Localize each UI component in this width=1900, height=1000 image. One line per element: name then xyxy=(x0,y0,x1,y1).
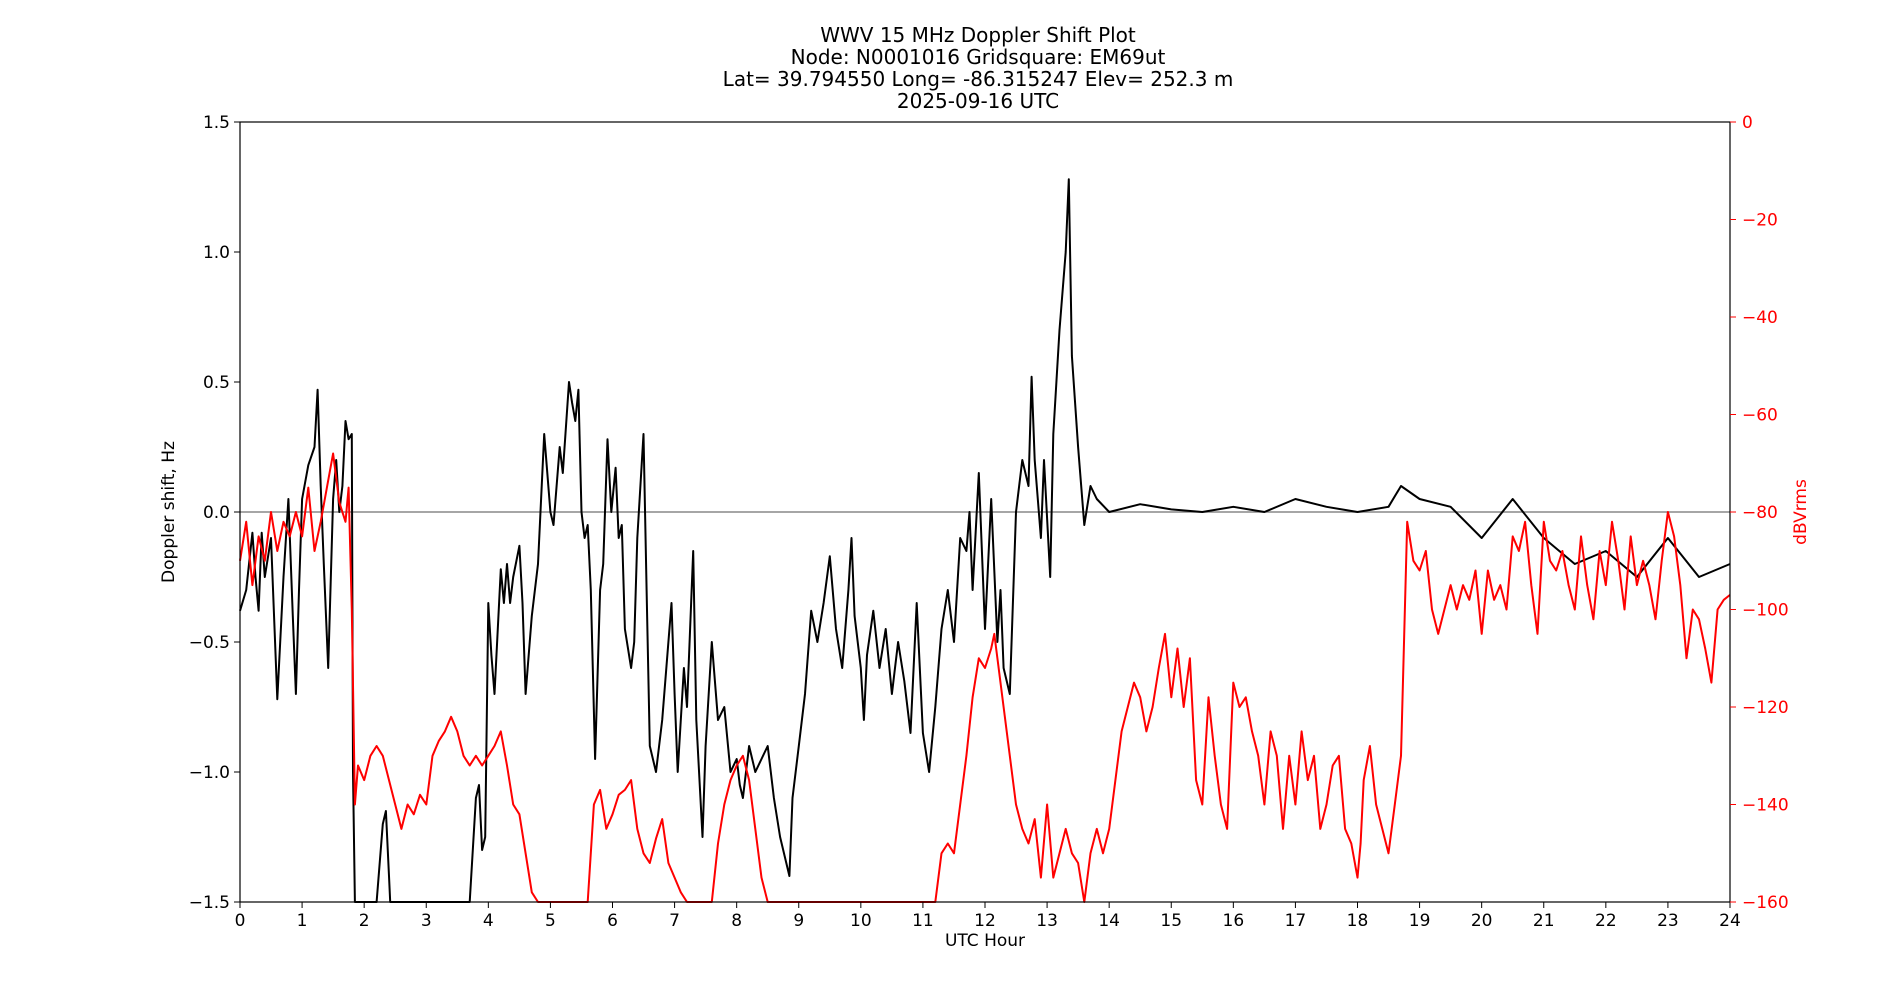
title-line-4: 2025-09-16 UTC xyxy=(897,89,1059,113)
x-tick-label: 12 xyxy=(974,911,996,931)
y-right-tick-label: 0 xyxy=(1742,113,1753,133)
y-right-tick-label: −40 xyxy=(1742,308,1778,328)
y-right-tick-label: −120 xyxy=(1742,698,1789,718)
x-tick-label: 6 xyxy=(607,911,618,931)
y-right-tick-label: −140 xyxy=(1742,796,1789,816)
y-right-tick-label: −100 xyxy=(1742,601,1789,621)
y-left-tick-label: 0.0 xyxy=(203,503,230,523)
x-tick-label: 15 xyxy=(1160,911,1182,931)
y-right-tick-label: −60 xyxy=(1742,406,1778,426)
y-axis-left-ticks: −1.5 −1.0 −0.5 0.0 0.5 1.0 1.5 xyxy=(189,113,240,913)
x-tick-label: 14 xyxy=(1098,911,1120,931)
title-line-1: WWV 15 MHz Doppler Shift Plot xyxy=(820,23,1136,47)
x-tick-label: 18 xyxy=(1347,911,1369,931)
y-axis-left-label: Doppler shift, Hz xyxy=(159,441,179,583)
x-axis-label: UTC Hour xyxy=(945,931,1025,951)
x-tick-label: 19 xyxy=(1409,911,1431,931)
series-doppler-line xyxy=(239,178,1731,903)
title-line-2: Node: N0001016 Gridsquare: EM69ut xyxy=(791,45,1166,69)
x-tick-label: 9 xyxy=(793,911,804,931)
y-left-tick-label: 1.0 xyxy=(203,243,230,263)
x-tick-label: 10 xyxy=(850,911,872,931)
x-tick-label: 13 xyxy=(1036,911,1058,931)
y-axis-right-label: dBVrms xyxy=(1791,479,1811,545)
x-tick-label: 5 xyxy=(545,911,556,931)
x-tick-label: 0 xyxy=(235,911,246,931)
y-left-tick-label: 0.5 xyxy=(203,373,230,393)
x-tick-label: 7 xyxy=(669,911,680,931)
x-tick-label: 21 xyxy=(1533,911,1555,931)
x-axis-ticks: 0 1 2 3 4 5 6 7 8 9 10 11 12 13 14 15 16 17 18 19 20 21 22 23 24 xyxy=(235,902,1741,931)
x-tick-label: 20 xyxy=(1471,911,1493,931)
y-axis-right-ticks: −160 −140 −120 −100 −80 −60 −40 −20 0 xyxy=(1730,113,1789,913)
x-tick-label: 22 xyxy=(1595,911,1617,931)
series-power-line xyxy=(239,452,1731,903)
x-tick-label: 2 xyxy=(359,911,370,931)
y-right-tick-label: −160 xyxy=(1742,893,1789,913)
x-tick-label: 16 xyxy=(1223,911,1245,931)
y-left-tick-label: −1.5 xyxy=(189,893,230,913)
y-left-tick-label: 1.5 xyxy=(203,113,230,133)
x-tick-label: 1 xyxy=(297,911,308,931)
x-tick-label: 23 xyxy=(1657,911,1679,931)
x-tick-label: 4 xyxy=(483,911,494,931)
y-left-tick-label: −1.0 xyxy=(189,763,230,783)
y-right-tick-label: −20 xyxy=(1742,211,1778,231)
x-tick-label: 17 xyxy=(1285,911,1307,931)
y-left-tick-label: −0.5 xyxy=(189,633,230,653)
y-right-tick-label: −80 xyxy=(1742,503,1778,523)
title-line-3: Lat= 39.794550 Long= -86.315247 Elev= 25… xyxy=(723,67,1234,91)
x-tick-label: 8 xyxy=(731,911,742,931)
series-layer xyxy=(239,178,1731,903)
chart-title: WWV 15 MHz Doppler Shift Plot Node: N000… xyxy=(723,23,1234,113)
x-tick-label: 24 xyxy=(1719,911,1741,931)
x-tick-label: 3 xyxy=(421,911,432,931)
x-tick-label: 11 xyxy=(912,911,934,931)
